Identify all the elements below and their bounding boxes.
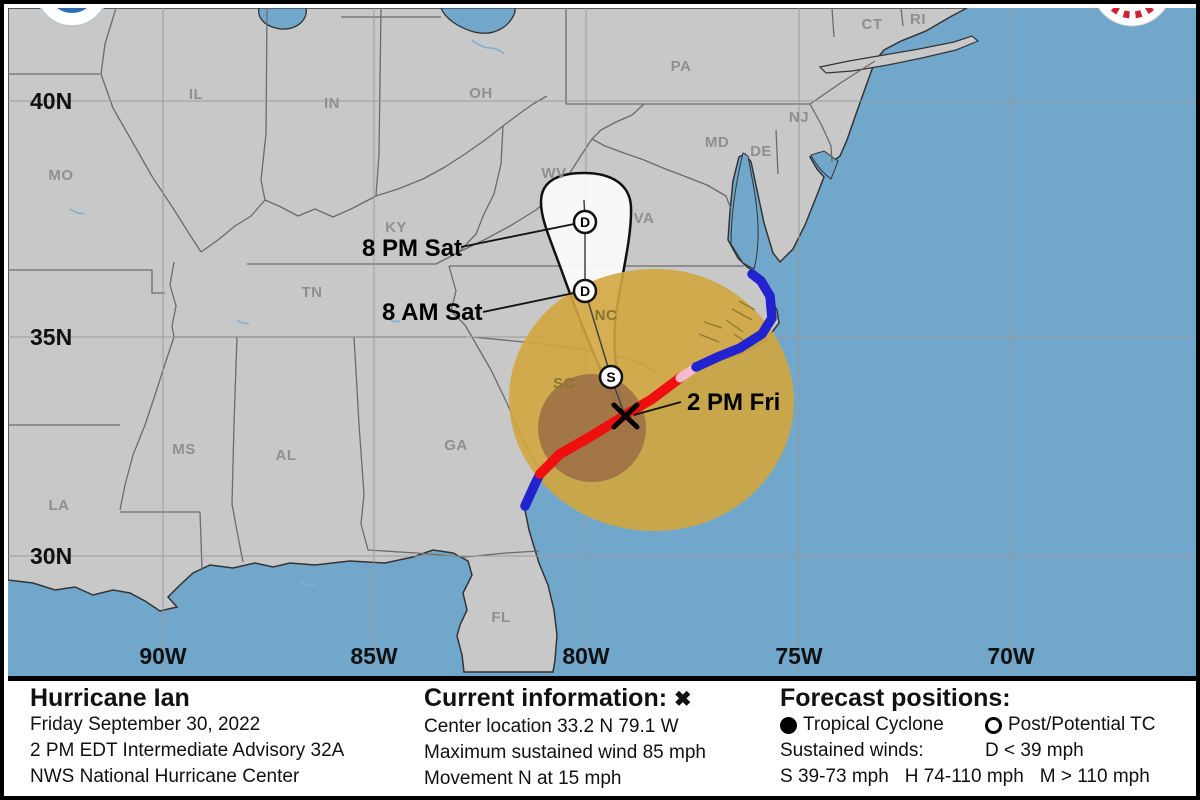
state-label-ga: GA (444, 437, 468, 454)
movement: Movement N at 15 mph (424, 768, 622, 789)
forecast-positions-heading: Forecast positions: (780, 684, 1011, 712)
storm-name: Hurricane Ian (30, 684, 190, 712)
d-scale-label: D < 39 mph (985, 740, 1084, 761)
state-label-tn: TN (302, 284, 323, 301)
state-label-ct: CT (862, 16, 883, 33)
lon-label-80w: 80W (562, 643, 610, 669)
state-labels: IL IN OH PA CT RI MO KY WV VA NJ MD DE T… (48, 11, 926, 626)
legend-tropical-cyclone: Tropical Cyclone (780, 712, 985, 738)
m-scale-label: M > 110 mph (1039, 766, 1150, 787)
current-info-heading: Current information: ✖ (424, 684, 774, 714)
s-scale-label: S 39-73 mph (780, 766, 889, 787)
legend-symbols-row: Tropical Cyclone Post/Potential TC (780, 712, 1195, 738)
gridlines (8, 8, 1196, 672)
lon-label-85w: 85W (350, 643, 398, 669)
state-label-ms: MS (172, 441, 196, 458)
svg-text:D: D (580, 283, 590, 299)
pamlico-sound-detail (698, 300, 756, 343)
state-label-al: AL (276, 447, 297, 464)
current-info-heading-text: Current information: (424, 684, 668, 712)
center-location: Center location 33.2 N 79.1 W (424, 716, 679, 737)
agency-name: NWS National Hurricane Center (30, 766, 300, 787)
forecast-point-2am-sat: S (598, 364, 624, 390)
lake-michigan (258, 8, 307, 30)
state-label-wv: WV (541, 165, 566, 182)
state-label-in: IN (324, 95, 340, 112)
long-island (818, 35, 980, 74)
axis-labels: 40N 35N 30N 90W 85W 80W 75W 70W (30, 88, 1035, 669)
lat-label-35n: 35N (30, 324, 72, 350)
current-position-x-icon: ✖ (674, 688, 692, 711)
hurricane-warning-line (535, 373, 685, 479)
label-pointer-lines (460, 223, 682, 416)
track-label-8pm-sat: 8 PM Sat (362, 235, 462, 262)
forecast-point-8am-sat: D (572, 278, 598, 304)
state-label-nj: NJ (789, 109, 809, 126)
state-label-sc: SC (553, 375, 575, 392)
current-info-block: Current information: ✖ Center location 3… (424, 684, 774, 792)
advisory-id: 2 PM EDT Intermediate Advisory 32A (30, 740, 345, 761)
lon-label-70w: 70W (987, 643, 1035, 669)
storm-title-block: Hurricane Ian Friday September 30, 2022 … (30, 684, 410, 790)
state-label-ky: KY (385, 219, 407, 236)
forecast-map: D D S 8 PM Sat 8 AM Sat 2 PM Fri IL IN O… (8, 8, 1196, 676)
tropical-cyclone-label: Tropical Cyclone (803, 714, 944, 735)
post-tc-icon (985, 716, 1002, 734)
svg-text:D: D (580, 214, 590, 230)
sustained-winds-row: Sustained winds: D < 39 mph (780, 738, 1195, 764)
lat-label-40n: 40N (30, 88, 72, 114)
state-label-de: DE (750, 143, 772, 160)
ts-warning-line-north (691, 269, 777, 372)
info-panel: Hurricane Ian Friday September 30, 2022 … (8, 676, 1196, 796)
state-label-fl: FL (491, 609, 510, 626)
nhc-logo-icon (1098, 8, 1166, 27)
state-label-md: MD (705, 134, 729, 151)
lake-erie (440, 8, 516, 34)
rivers (69, 39, 505, 587)
legend-post-tc: Post/Potential TC (985, 712, 1190, 738)
lon-label-75w: 75W (775, 643, 823, 669)
track-label-2pm-fri: 2 PM Fri (687, 389, 780, 416)
post-tc-label: Post/Potential TC (1008, 714, 1156, 735)
forecast-positions-block: Forecast positions: Tropical Cyclone Pos… (780, 684, 1195, 790)
state-label-oh: OH (469, 85, 493, 102)
lon-label-90w: 90W (139, 643, 187, 669)
state-label-la: LA (49, 497, 70, 514)
state-label-ri: RI (910, 11, 926, 28)
advisory-date: Friday September 30, 2022 (30, 714, 261, 735)
svg-text:S: S (606, 369, 615, 385)
wind-scale-row: S 39-73 mph H 74-110 mph M > 110 mph (780, 764, 1195, 790)
sustained-winds-label: Sustained winds: (780, 740, 924, 761)
noaa-logo-icon (39, 8, 105, 27)
tropical-cyclone-icon (780, 716, 797, 734)
state-label-il: IL (189, 86, 203, 103)
state-label-nc: NC (595, 307, 618, 324)
state-label-va: VA (634, 210, 655, 227)
max-sustained-wind: Maximum sustained wind 85 mph (424, 742, 706, 763)
chesapeake-bay (730, 152, 759, 270)
state-label-mo: MO (48, 167, 73, 184)
track-label-8am-sat: 8 AM Sat (382, 299, 482, 326)
lat-label-30n: 30N (30, 543, 72, 569)
state-label-pa: PA (671, 58, 692, 75)
forecast-point-8pm-sat: D (572, 209, 598, 235)
h-scale-label: H 74-110 mph (904, 766, 1024, 787)
current-position-marker (611, 402, 640, 430)
